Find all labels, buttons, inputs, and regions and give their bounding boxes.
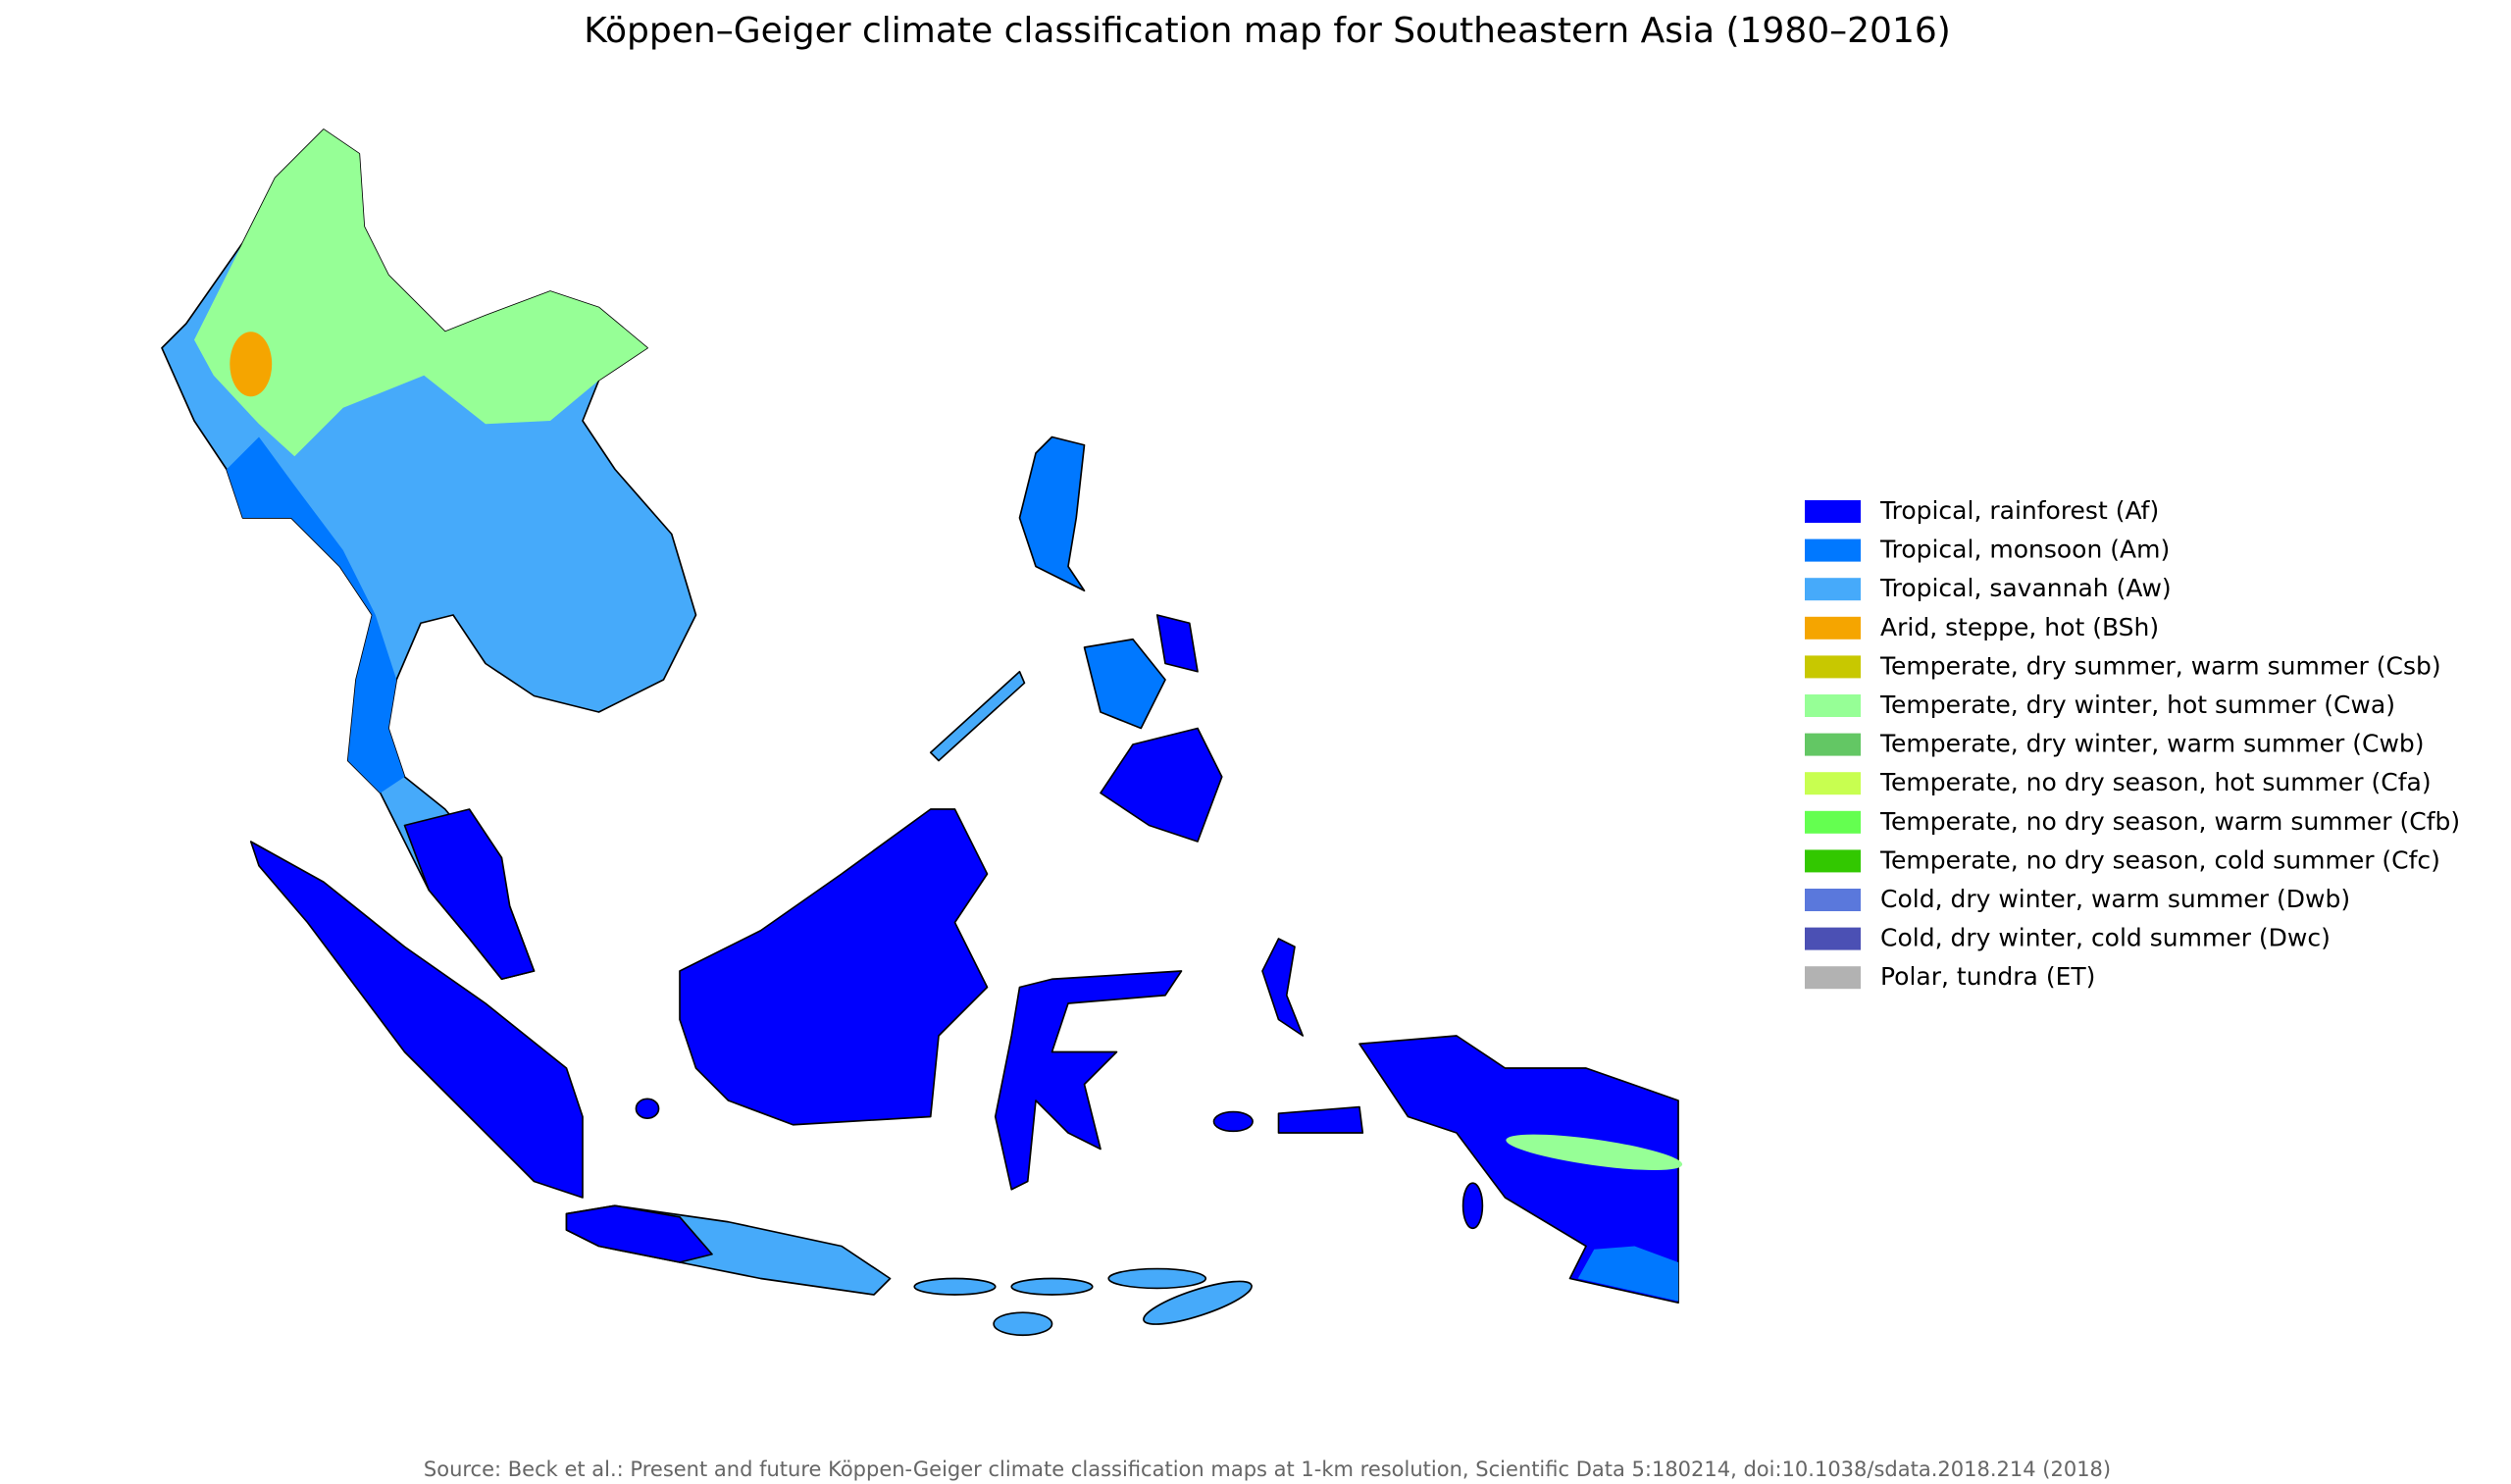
highlands-ng xyxy=(1506,1134,1683,1170)
south-new-guinea xyxy=(1577,1246,1679,1302)
west-java xyxy=(565,1204,713,1263)
legend-swatch xyxy=(1805,616,1861,640)
legend-swatch xyxy=(1805,655,1861,679)
seram xyxy=(1277,1105,1364,1134)
legend-swatch xyxy=(1805,966,1861,990)
legend: Tropical, rainforest (Af) Tropical, monso… xyxy=(1805,496,2460,991)
coastal-monsoon xyxy=(227,436,405,793)
sulawesi xyxy=(994,970,1183,1191)
legend-label: Temperate, no dry season, warm summer (C… xyxy=(1879,807,2460,836)
legend-swatch xyxy=(1805,578,1861,601)
legend-swatch xyxy=(1805,849,1861,873)
legend-label: Cold, dry winter, cold summer (Dwc) xyxy=(1880,924,2331,952)
legend-label: Arid, steppe, hot (BSh) xyxy=(1880,613,2159,641)
legend-swatch xyxy=(1805,810,1861,834)
legend-swatch xyxy=(1805,500,1861,523)
samar xyxy=(1155,614,1199,673)
island xyxy=(1010,1277,1094,1296)
legend-swatch xyxy=(1805,694,1861,717)
malay-peninsula xyxy=(403,808,536,981)
halmahera xyxy=(1261,938,1305,1037)
legend-label: Tropical, savannah (Aw) xyxy=(1879,574,2172,602)
palawan xyxy=(929,670,1026,762)
legend-label: Tropical, monsoon (Am) xyxy=(1879,536,2170,564)
dry-zone xyxy=(230,332,273,397)
legend-swatch xyxy=(1805,733,1861,756)
sumba xyxy=(993,1311,1053,1337)
timor xyxy=(1143,1280,1253,1325)
island xyxy=(1107,1267,1207,1290)
legend-label: Polar, tundra (ET) xyxy=(1880,962,2095,991)
legend-swatch xyxy=(1805,889,1861,911)
luzon xyxy=(1018,435,1086,592)
legend-label: Temperate, dry winter, warm summer (Cwb) xyxy=(1879,730,2425,758)
legend-swatch xyxy=(1805,927,1861,950)
island xyxy=(635,1098,660,1119)
legend-label: Temperate, no dry season, cold summer (C… xyxy=(1879,845,2440,874)
legend-label: Tropical, rainforest (Af) xyxy=(1879,496,2159,525)
buru xyxy=(1212,1110,1254,1133)
legend-label: Temperate, dry summer, warm summer (Csb) xyxy=(1879,651,2441,680)
highlands xyxy=(194,129,648,457)
sumatra xyxy=(249,841,584,1199)
source-note: Source: Beck et al.: Present and future … xyxy=(424,1458,2111,1481)
island xyxy=(913,1277,997,1296)
visayas xyxy=(1083,638,1166,730)
new-guinea xyxy=(1358,1035,1679,1305)
map-title: Köppen–Geiger climate classification map… xyxy=(584,11,1951,51)
island xyxy=(1461,1182,1484,1230)
map xyxy=(161,128,1683,1337)
legend-label: Cold, dry winter, warm summer (Dwb) xyxy=(1880,885,2350,913)
legend-swatch xyxy=(1805,772,1861,795)
mindanao xyxy=(1100,727,1223,843)
borneo xyxy=(679,808,989,1126)
legend-label: Temperate, no dry season, hot summer (Cf… xyxy=(1879,768,2432,796)
legend-label: Temperate, dry winter, hot summer (Cwa) xyxy=(1879,691,2395,719)
legend-swatch xyxy=(1805,538,1861,562)
